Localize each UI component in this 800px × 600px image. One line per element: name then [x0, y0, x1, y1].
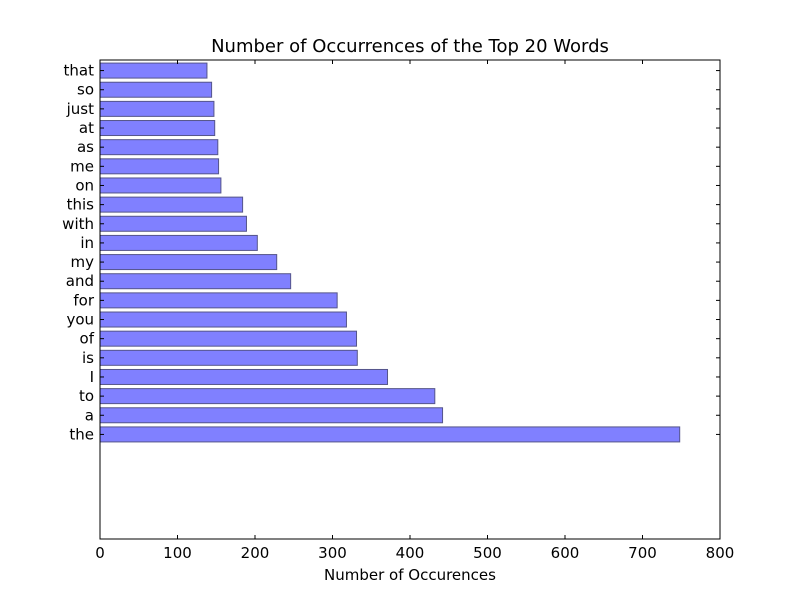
- y-tick-label: the: [69, 425, 94, 443]
- y-tick-label: I: [90, 368, 94, 386]
- bars-group: [99, 62, 681, 443]
- bar-just: [99, 100, 215, 117]
- bar-as: [99, 139, 219, 156]
- bar-so: [99, 81, 213, 98]
- y-tick-label: as: [77, 138, 94, 156]
- x-tick-label: 100: [163, 544, 192, 562]
- bar-of: [99, 330, 358, 347]
- y-tick-label: of: [80, 330, 95, 348]
- y-tick-label: at: [79, 119, 94, 137]
- y-tick-label: you: [66, 311, 94, 329]
- bar-for: [99, 292, 338, 309]
- bar-this: [99, 196, 244, 213]
- y-tick-label: and: [66, 272, 94, 290]
- y-tick-label: that: [64, 62, 95, 80]
- y-tick-label: is: [82, 349, 94, 367]
- bar-in: [99, 234, 258, 251]
- x-tick-label: 800: [706, 544, 735, 562]
- x-tick-label: 700: [628, 544, 657, 562]
- x-tick-label: 300: [318, 544, 347, 562]
- y-tick-label: a: [85, 406, 94, 424]
- bar-and: [99, 273, 292, 290]
- y-tick-label: on: [75, 176, 94, 194]
- bar-you: [99, 311, 347, 328]
- bar-to: [99, 388, 436, 405]
- bar-me: [99, 158, 220, 175]
- x-axis-label: Number of Occurences: [324, 566, 496, 584]
- chart-title: Number of Occurrences of the Top 20 Word…: [211, 36, 609, 57]
- bar-with: [99, 215, 247, 232]
- bar-a: [99, 407, 444, 424]
- bar-on: [99, 177, 222, 194]
- y-tick-label: me: [70, 157, 94, 175]
- bar-i: [99, 368, 389, 385]
- bar-my: [99, 254, 278, 271]
- y-tick-label: in: [80, 234, 94, 252]
- bar-the: [99, 426, 681, 443]
- y-tick-label: with: [62, 215, 94, 233]
- y-tick-label: this: [67, 196, 95, 214]
- y-tick-label: my: [71, 253, 95, 271]
- x-tick-label: 500: [473, 544, 502, 562]
- bar-at: [99, 120, 216, 137]
- x-tick-label: 200: [241, 544, 270, 562]
- bar-is: [99, 349, 358, 366]
- bar-that: [99, 62, 208, 79]
- y-tick-label: so: [77, 81, 94, 99]
- y-tick-label: for: [73, 291, 94, 309]
- x-tick-label: 600: [551, 544, 580, 562]
- y-tick-label: to: [79, 387, 94, 405]
- y-tick-label: just: [66, 100, 94, 118]
- ticks-group: [99, 60, 721, 539]
- x-tick-label: 0: [95, 544, 105, 562]
- x-tick-label: 400: [396, 544, 425, 562]
